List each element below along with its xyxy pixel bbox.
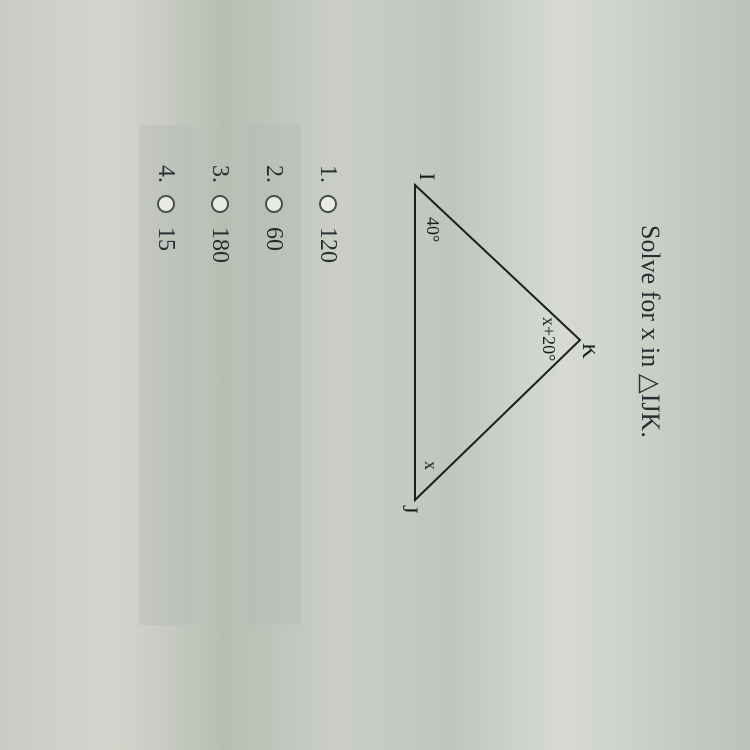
angle-label-J: x: [421, 461, 441, 470]
option-row-3[interactable]: 3. 180: [193, 125, 247, 625]
option-number: 3.: [207, 165, 234, 183]
vertex-label-K: K: [578, 343, 595, 359]
option-number: 2.: [261, 165, 288, 183]
triangle-svg: I K J 40° x+20° x: [395, 165, 595, 525]
option-value: 120: [315, 227, 342, 263]
triangle-diagram: I K J 40° x+20° x: [395, 165, 595, 525]
option-value: 15: [153, 227, 180, 251]
radio-icon[interactable]: [157, 195, 175, 213]
radio-icon[interactable]: [319, 195, 337, 213]
option-number: 4.: [153, 165, 180, 183]
rotated-page-content: Solve for x in △IJK. I K J 40° x+20° x 1…: [25, 25, 725, 725]
option-row-4[interactable]: 4. 15: [139, 125, 193, 625]
triangle-name: IJK: [636, 394, 665, 432]
question-title: Solve for x in △IJK.: [635, 225, 665, 438]
radio-icon[interactable]: [265, 195, 283, 213]
angle-label-K: x+20°: [539, 317, 559, 361]
question-suffix: .: [636, 431, 665, 438]
question-prefix: Solve for x in: [636, 225, 665, 374]
option-value: 60: [261, 227, 288, 251]
option-number: 1.: [315, 165, 342, 183]
vertex-label-J: J: [398, 505, 423, 514]
answer-options: 1. 120 2. 60 3. 180 4. 15: [139, 125, 355, 625]
option-value: 180: [207, 227, 234, 263]
radio-icon[interactable]: [211, 195, 229, 213]
option-row-2[interactable]: 2. 60: [247, 125, 301, 625]
option-row-1[interactable]: 1. 120: [301, 125, 355, 625]
triangle-symbol: △: [636, 374, 665, 394]
vertex-label-I: I: [415, 173, 440, 180]
angle-label-I: 40°: [423, 217, 443, 242]
